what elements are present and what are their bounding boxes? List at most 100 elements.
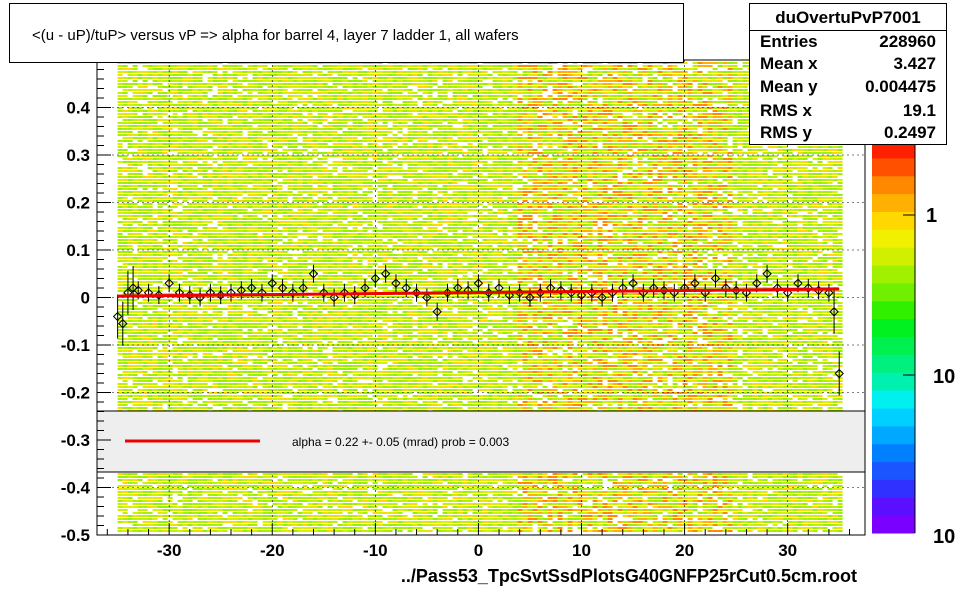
heat-cell (667, 107, 673, 109)
heat-cell (412, 122, 418, 124)
heat-cell (377, 62, 383, 64)
heat-cell (247, 137, 253, 139)
heat-cell (557, 68, 563, 70)
heat-cell (722, 62, 728, 64)
heat-cell (272, 113, 278, 115)
heat-cell (557, 164, 563, 166)
heat-cell (317, 161, 323, 163)
heat-cell (267, 122, 273, 124)
heat-cell (497, 101, 503, 103)
heat-cell (482, 128, 488, 130)
heat-cell (387, 74, 393, 76)
heat-cell (662, 143, 668, 145)
heat-cell (447, 104, 453, 106)
heat-cell (222, 110, 228, 112)
heat-cell (507, 128, 513, 130)
heat-cell (652, 71, 658, 73)
heat-cell (817, 152, 823, 154)
heat-cell (302, 110, 308, 112)
heat-cell (617, 86, 623, 88)
heat-cell (827, 149, 833, 151)
heat-cell (832, 173, 838, 175)
heat-cell (177, 71, 183, 73)
heat-cell (482, 110, 488, 112)
heat-cell (387, 131, 393, 133)
heat-cell (582, 116, 588, 118)
heat-cell (272, 71, 278, 73)
heat-cell (287, 74, 293, 76)
heat-cell (717, 119, 723, 121)
heat-cell (697, 107, 703, 109)
heat-cell (267, 86, 273, 88)
heat-cell (282, 119, 288, 121)
heat-cell (407, 71, 413, 73)
heat-cell (142, 161, 148, 163)
heat-cell (242, 137, 248, 139)
heat-cell (527, 152, 533, 154)
heat-cell (652, 92, 658, 94)
heat-cell (307, 146, 313, 148)
heat-cell (167, 110, 173, 112)
heat-cell (477, 128, 483, 130)
heat-cell (472, 155, 478, 157)
heat-cell (167, 122, 173, 124)
heat-cell (682, 101, 688, 103)
heat-cell (327, 173, 333, 175)
heat-cell (277, 65, 283, 67)
heat-cell (242, 149, 248, 151)
heat-cell (187, 158, 193, 160)
heat-cell (122, 131, 128, 133)
heat-cell (782, 170, 788, 172)
heat-cell (697, 74, 703, 76)
heat-cell (502, 101, 508, 103)
heat-cell (612, 80, 618, 82)
heat-cell (202, 68, 208, 70)
heat-cell (127, 119, 133, 121)
heat-cell (512, 122, 518, 124)
heat-cell (592, 152, 598, 154)
heat-cell (257, 92, 263, 94)
heat-cell (442, 74, 448, 76)
heat-cell (372, 77, 378, 79)
heat-cell (592, 113, 598, 115)
heat-cell (532, 104, 538, 106)
heat-cell (187, 86, 193, 88)
heat-cell (417, 83, 423, 85)
heat-cell (572, 152, 578, 154)
heat-cell (352, 167, 358, 169)
heat-cell (407, 131, 413, 133)
heat-cell (487, 167, 493, 169)
heat-cell (412, 101, 418, 103)
heat-cell (397, 137, 403, 139)
heat-cell (247, 176, 253, 178)
heat-cell (272, 104, 278, 106)
heat-cell (407, 149, 413, 151)
heat-cell (532, 98, 538, 100)
heat-cell (607, 134, 613, 136)
heat-cell (252, 122, 258, 124)
heat-cell (257, 173, 263, 175)
heat-cell (517, 164, 523, 166)
heat-cell (642, 71, 648, 73)
heat-cell (292, 164, 298, 166)
heat-cell (742, 104, 748, 106)
heat-cell (742, 95, 748, 97)
heat-cell (562, 116, 568, 118)
heat-cell (527, 95, 533, 97)
heat-cell (757, 164, 763, 166)
heat-cell (382, 77, 388, 79)
heat-cell (392, 77, 398, 79)
heat-cell (237, 119, 243, 121)
heat-cell (567, 80, 573, 82)
heat-cell (817, 164, 823, 166)
heat-cell (337, 110, 343, 112)
heat-cell (147, 155, 153, 157)
heat-cell (377, 68, 383, 70)
heat-cell (472, 83, 478, 85)
heat-cell (212, 83, 218, 85)
heat-cell (462, 83, 468, 85)
heat-cell (467, 173, 473, 175)
heat-cell (527, 161, 533, 163)
heat-cell (437, 155, 443, 157)
heat-cell (122, 104, 128, 106)
